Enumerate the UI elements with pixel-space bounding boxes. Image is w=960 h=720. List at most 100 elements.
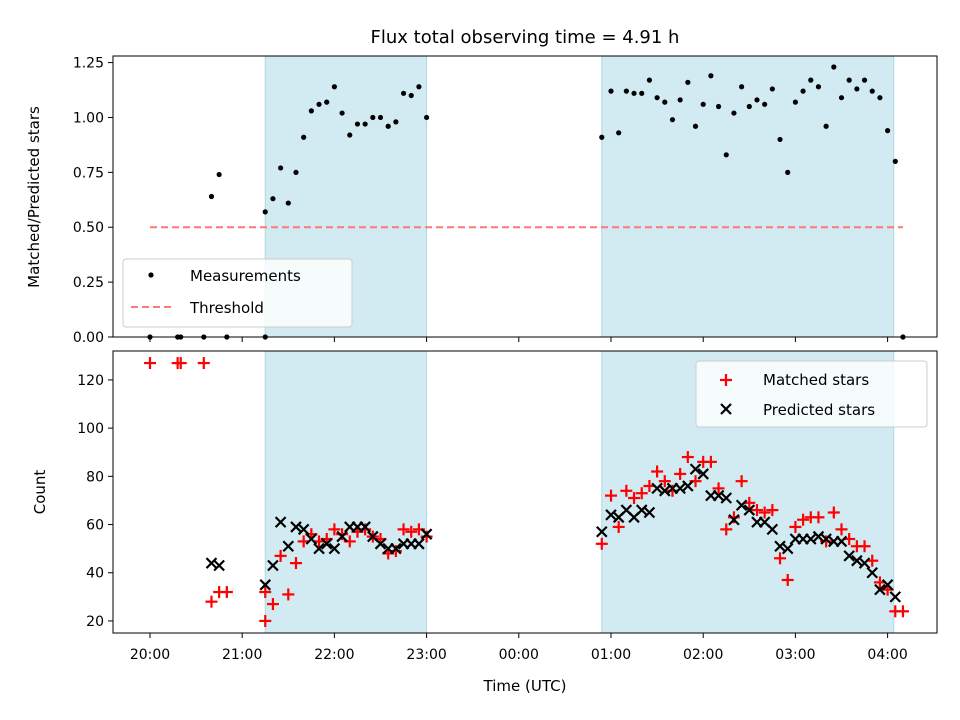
predicted-star-marker-b: [643, 506, 656, 519]
predicted-star-marker-b: [635, 504, 648, 516]
predicted-star-marker: [659, 485, 671, 497]
matched-star-marker: [712, 482, 725, 495]
matched-star-marker: [704, 455, 717, 468]
y-tick-label: 1.25: [73, 56, 104, 72]
predicted-star-marker-b: [712, 489, 725, 502]
top-panel-ylabel: Matched/Predicted stars: [25, 106, 43, 288]
predicted-star-marker-b: [881, 579, 894, 591]
matched-star-marker: [758, 506, 771, 519]
measurement-point: [708, 73, 714, 79]
matched-star-marker: [282, 588, 295, 601]
matched-star-marker: [858, 540, 871, 553]
measurement-point: [324, 99, 330, 105]
predicted-star-marker: [866, 566, 879, 579]
matched-star-marker: [620, 484, 633, 497]
predicted-star-marker-b: [820, 533, 832, 545]
predicted-star-marker: [336, 530, 348, 543]
predicted-star-marker: [712, 489, 725, 502]
legend-matched-label: Matched stars: [763, 371, 869, 389]
predicted-star-marker-b: [659, 485, 671, 497]
matched-star-marker: [328, 523, 341, 536]
measurement-point: [308, 108, 314, 114]
top-legend: Measurements Threshold: [122, 258, 353, 328]
measurement-point: [739, 84, 745, 90]
measurement-point: [370, 114, 376, 121]
matched-star-marker: [674, 467, 687, 480]
y-tick-label: 0.75: [73, 165, 104, 181]
predicted-star-marker: [735, 499, 748, 512]
predicted-star-marker-b: [413, 538, 425, 550]
measurement-point: [362, 121, 368, 127]
predicted-star-marker-b: [735, 499, 748, 512]
x-axis-label: Time (UTC): [483, 677, 567, 695]
predicted-star-marker: [728, 513, 740, 526]
measurement-point: [792, 99, 799, 105]
matched-star-marker: [420, 530, 433, 543]
x-tick-label: 03:00: [775, 647, 815, 663]
measurement-point: [785, 169, 791, 175]
matched-star-marker: [750, 504, 763, 517]
predicted-star-marker: [305, 533, 318, 545]
predicted-star-marker: [643, 506, 656, 519]
measurement-point: [800, 88, 806, 94]
predicted-star-marker-b: [851, 554, 863, 567]
measurement-point: [861, 77, 868, 83]
measurement-point: [424, 114, 430, 121]
y-tick-label: 1.00: [73, 110, 104, 126]
measurement-point: [815, 84, 822, 90]
predicted-star-marker-b: [874, 583, 886, 596]
measurement-point: [669, 117, 676, 123]
measurement-point: [854, 86, 860, 92]
predicted-star-marker-b: [282, 540, 295, 553]
predicted-star-marker-b: [267, 559, 279, 572]
predicted-star-marker: [290, 521, 302, 533]
measurement-point: [301, 134, 307, 140]
predicted-star-marker: [320, 538, 333, 550]
predicted-star-marker: [843, 550, 855, 562]
measurement-point: [285, 200, 291, 206]
predicted-star-marker-b: [374, 538, 387, 550]
predicted-star-marker-b: [297, 523, 310, 536]
measurement-point: [692, 123, 699, 129]
legend-matched-marker: [720, 374, 732, 386]
measurement-point: [377, 114, 384, 121]
measurement-point: [408, 92, 414, 99]
predicted-star-marker-b: [336, 530, 348, 543]
measurement-point: [599, 134, 605, 140]
measurement-point: [278, 165, 284, 171]
matched-star-marker: [274, 549, 287, 562]
predicted-star-marker: [267, 559, 279, 572]
matched-star-marker: [766, 504, 779, 517]
matched-star-marker: [797, 513, 810, 526]
predicted-star-marker-b: [359, 521, 371, 533]
predicted-star-marker: [835, 535, 848, 548]
predicted-star-marker: [697, 468, 709, 480]
predicted-star-marker: [420, 528, 433, 540]
predicted-star-marker-b: [682, 480, 694, 492]
measurement-point: [754, 97, 760, 103]
predicted-star-marker: [881, 579, 894, 591]
measurement-point: [270, 196, 276, 202]
measurement-point: [762, 101, 768, 107]
measurement-point: [354, 121, 361, 127]
matched-star-marker: [289, 557, 302, 570]
measurement-point: [700, 101, 706, 107]
predicted-star-marker: [812, 530, 825, 543]
matched-star-marker: [812, 511, 825, 524]
predicted-star-marker-b: [804, 533, 817, 545]
measurement-point: [616, 130, 622, 136]
predicted-star-marker-b: [697, 468, 709, 480]
measurement-point: [731, 110, 737, 116]
predicted-star-marker-b: [390, 542, 402, 555]
measurement-point: [208, 193, 215, 200]
measurement-point: [769, 86, 775, 92]
predicted-star-marker: [674, 482, 686, 495]
matched-star-marker: [397, 523, 410, 536]
predicted-star-marker: [374, 538, 387, 550]
measurement-point: [723, 152, 729, 158]
predicted-star-marker-b: [259, 579, 272, 591]
predicted-star-marker-b: [620, 504, 633, 516]
matched-star-marker: [727, 511, 740, 524]
top-panel-measurements: [147, 64, 906, 340]
predicted-star-marker: [743, 504, 756, 516]
